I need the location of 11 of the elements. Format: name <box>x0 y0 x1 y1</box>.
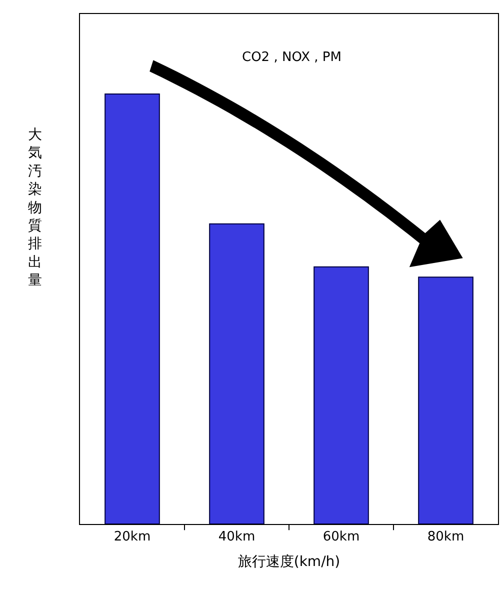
text: CO2 , NOX , PM <box>242 50 342 65</box>
x-tick-label: 20km <box>114 530 151 545</box>
text: 大気汚染物質排出量 <box>28 127 42 289</box>
x-tick-label: 80km <box>427 530 464 545</box>
bar <box>314 266 369 524</box>
x-tick-label: 60km <box>322 530 360 545</box>
bar <box>104 93 160 524</box>
x-axis-title: 旅行速度(km/h) <box>238 554 340 570</box>
bar <box>209 223 264 524</box>
bar <box>418 276 474 524</box>
x-tick-label: 40km <box>218 530 256 545</box>
